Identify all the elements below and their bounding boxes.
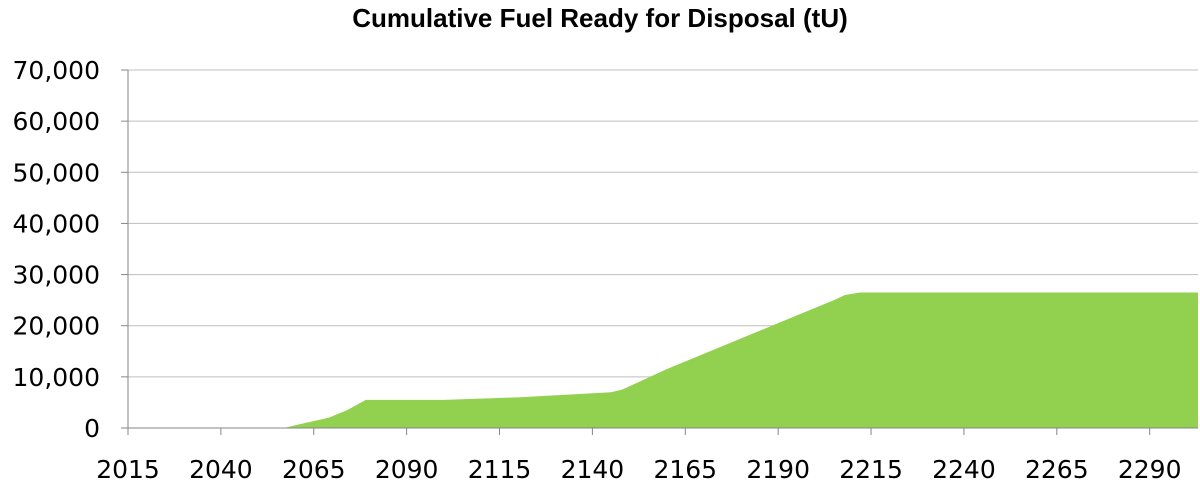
axes: [121, 69, 1198, 435]
y-tick-label: 70,000: [13, 56, 100, 85]
x-axis-labels: 2015 2040 2065 2090 2115 2140 2165 2190 2215 2240…: [96, 455, 1181, 484]
x-tick-label: 2240: [932, 455, 996, 484]
y-tick-label: 60,000: [13, 107, 100, 136]
x-tick-label: 2165: [653, 455, 717, 484]
x-tick-label: 2040: [189, 455, 253, 484]
y-tick-label: 10,000: [13, 363, 100, 392]
y-tick-label: 20,000: [13, 312, 100, 341]
gridlines: [128, 69, 1198, 378]
x-tick-label: 2215: [839, 455, 903, 484]
area-series: [128, 292, 1198, 428]
x-tick-label: 2065: [282, 455, 346, 484]
y-axis-labels: 0 10,000 20,000 30,000 40,000 50,000 60,000 70,…: [13, 56, 100, 443]
x-tick-label: 2015: [96, 455, 160, 484]
y-tick-label: 50,000: [13, 158, 100, 187]
chart-title: Cumulative Fuel Ready for Disposal (tU): [352, 3, 848, 33]
y-tick-label: 0: [84, 414, 100, 443]
x-tick-label: 2090: [375, 455, 439, 484]
x-tick-label: 2140: [561, 455, 625, 484]
y-tick-label: 30,000: [13, 261, 100, 290]
x-tick-label: 2190: [746, 455, 810, 484]
x-tick-label: 2115: [468, 455, 532, 484]
x-tick-label: 2265: [1025, 455, 1089, 484]
x-tick-label: 2290: [1118, 455, 1182, 484]
y-tick-label: 40,000: [13, 209, 100, 238]
plot-area: [128, 292, 1198, 428]
